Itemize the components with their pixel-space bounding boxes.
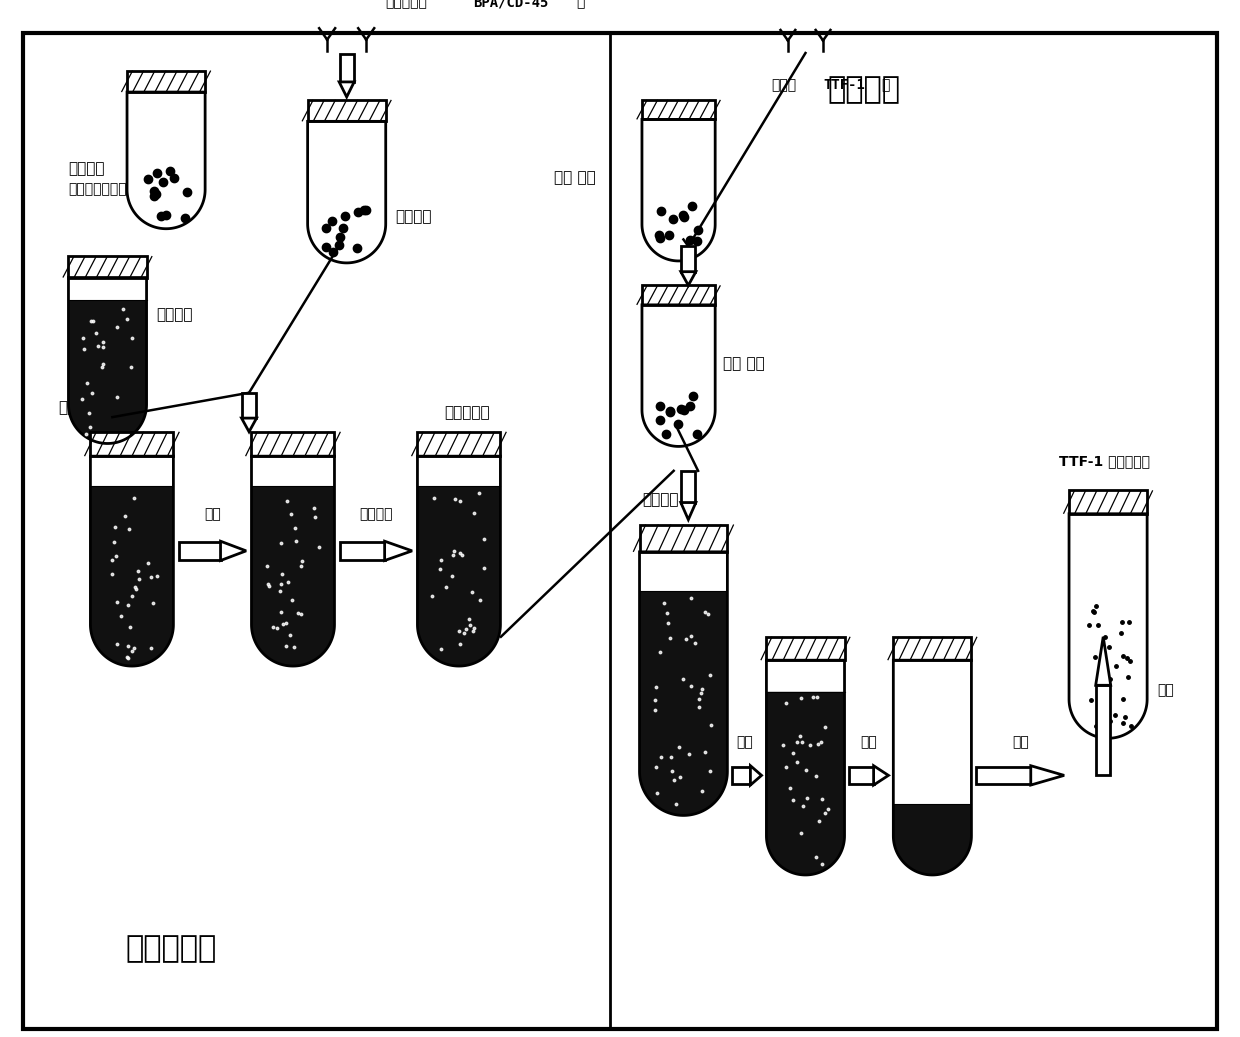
Text: 混合温育: 混合温育 — [642, 493, 678, 507]
Polygon shape — [340, 82, 355, 96]
Text: 负向去干扰: 负向去干扰 — [125, 934, 217, 963]
Polygon shape — [1096, 637, 1111, 685]
Text: （磁珠／树脂）: （磁珠／树脂） — [68, 183, 126, 197]
Bar — [682, 471, 696, 503]
Bar — [308, 100, 386, 121]
Bar — [733, 766, 750, 784]
Bar — [640, 525, 728, 552]
Text: 捕获: 捕获 — [737, 735, 753, 749]
Text: 洗涤: 洗涤 — [861, 735, 877, 749]
Text: 正向捕获: 正向捕获 — [827, 76, 900, 105]
Polygon shape — [418, 456, 501, 666]
Polygon shape — [68, 278, 146, 444]
Text: 无干扰样本: 无干扰样本 — [444, 404, 490, 420]
Bar — [893, 637, 971, 661]
Bar — [179, 542, 221, 560]
Text: 免疫 载体: 免疫 载体 — [723, 356, 765, 371]
Polygon shape — [384, 541, 412, 561]
Bar — [340, 54, 353, 82]
Polygon shape — [308, 121, 386, 263]
Bar — [68, 256, 146, 278]
Polygon shape — [91, 486, 174, 666]
Polygon shape — [750, 765, 761, 785]
Polygon shape — [642, 305, 715, 446]
Polygon shape — [126, 92, 205, 229]
Polygon shape — [1030, 765, 1064, 785]
Polygon shape — [640, 552, 728, 815]
Polygon shape — [642, 119, 715, 261]
Polygon shape — [252, 456, 335, 666]
Text: ）: ） — [882, 78, 890, 92]
Bar — [1069, 491, 1147, 513]
Text: 释放: 释放 — [1157, 683, 1173, 698]
Text: 洗脱: 洗脱 — [1012, 735, 1029, 749]
Text: 总外泌体: 总外泌体 — [156, 307, 192, 323]
Text: 载体 介质: 载体 介质 — [554, 170, 595, 186]
Text: 抗体（: 抗体（ — [771, 78, 796, 92]
Bar — [252, 431, 335, 456]
Text: TTF-1 阳性外泌体: TTF-1 阳性外泌体 — [1059, 454, 1151, 468]
Polygon shape — [681, 272, 696, 285]
Bar — [242, 393, 255, 418]
Bar — [976, 766, 1030, 784]
Text: BPA/CD-45: BPA/CD-45 — [474, 0, 549, 9]
Text: 负筛抗体（: 负筛抗体（ — [386, 0, 428, 9]
Bar — [682, 247, 696, 272]
Text: TTF-1: TTF-1 — [823, 78, 866, 92]
Text: 免疫载体: 免疫载体 — [396, 209, 432, 225]
Polygon shape — [766, 661, 844, 875]
Bar — [766, 637, 844, 661]
Text: 载体介质: 载体介质 — [68, 161, 105, 175]
Polygon shape — [893, 661, 971, 875]
Bar — [642, 285, 715, 305]
Polygon shape — [242, 418, 257, 431]
Polygon shape — [1069, 513, 1147, 738]
Polygon shape — [640, 591, 728, 815]
Bar — [418, 431, 501, 456]
Polygon shape — [252, 486, 335, 666]
Text: 去除载体: 去除载体 — [360, 507, 393, 522]
Text: 捕获: 捕获 — [205, 507, 221, 522]
Polygon shape — [91, 456, 174, 666]
Bar — [340, 542, 384, 560]
Bar — [91, 431, 174, 456]
Text: ）: ） — [577, 0, 584, 9]
Text: 混合温育: 混合温育 — [58, 400, 95, 415]
Polygon shape — [893, 805, 971, 875]
Bar — [849, 766, 874, 784]
Polygon shape — [418, 486, 501, 666]
Polygon shape — [681, 503, 696, 520]
Bar — [642, 100, 715, 119]
Polygon shape — [766, 692, 844, 875]
Polygon shape — [68, 301, 146, 444]
Bar — [126, 71, 205, 92]
Polygon shape — [874, 765, 888, 785]
Bar — [1096, 685, 1110, 776]
Polygon shape — [221, 541, 246, 561]
